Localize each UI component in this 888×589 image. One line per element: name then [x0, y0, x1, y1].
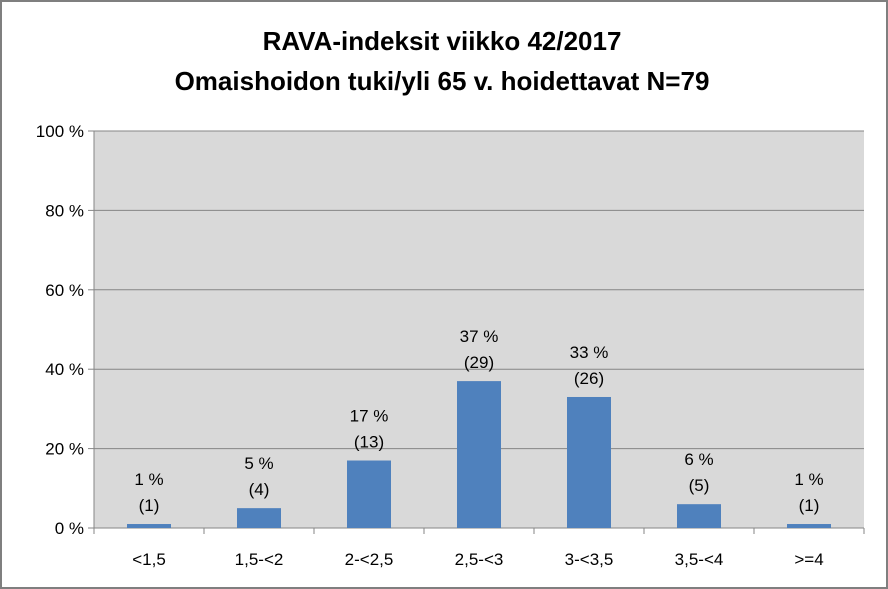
data-label-percent: 1 %	[134, 470, 163, 489]
chart-subtitle: Omaishoidon tuki/yli 65 v. hoidettavat N…	[175, 66, 710, 96]
gridlines	[94, 130, 864, 450]
x-tick-label: 1,5-<2	[235, 550, 284, 569]
data-label-count: (1)	[799, 496, 820, 515]
data-label-count: (5)	[689, 476, 710, 495]
data-label-count: (1)	[139, 496, 160, 515]
data-label-count: (4)	[249, 480, 270, 499]
x-tick-label: >=4	[794, 550, 823, 569]
y-tick-label: 20 %	[45, 440, 84, 459]
data-label-percent: 33 %	[570, 343, 609, 362]
y-tick-label: 80 %	[45, 201, 84, 220]
x-tick-label: <1,5	[132, 550, 166, 569]
bar	[457, 381, 501, 528]
x-tick-label: 3,5-<4	[675, 550, 724, 569]
data-labels: 1 % (1) 5 % (4) 17 % (13) 37 % (29) 33 % (26) 6 % (…	[134, 327, 823, 515]
x-tick-label: 2,5-<3	[455, 550, 504, 569]
data-label-percent: 37 %	[460, 327, 499, 346]
y-tick-label: 0 %	[55, 519, 84, 538]
bar	[787, 524, 831, 528]
bar	[347, 460, 391, 528]
y-tick-label: 100 %	[36, 122, 84, 141]
bar	[677, 504, 721, 528]
chart-title: RAVA-indeksit viikko 42/2017	[263, 26, 622, 56]
bar	[567, 396, 611, 528]
bar	[237, 508, 281, 528]
data-label-percent: 1 %	[794, 470, 823, 489]
data-label-percent: 6 %	[684, 450, 713, 469]
data-label-count: (26)	[574, 369, 604, 388]
y-axis-ticks: 0 % 20 % 40 % 60 % 80 % 100 %	[36, 122, 94, 538]
data-label-percent: 5 %	[244, 454, 273, 473]
y-tick-label: 40 %	[45, 360, 84, 379]
bars	[127, 381, 831, 528]
x-tick-label: 2-<2,5	[345, 550, 394, 569]
data-label-count: (13)	[354, 433, 384, 452]
x-tick-label: 3-<3,5	[565, 550, 614, 569]
data-label-percent: 17 %	[350, 407, 389, 426]
x-axis-ticks: <1,5 1,5-<2 2-<2,5 2,5-<3 3-<3,5 3,5-<4 >=4	[93, 528, 865, 569]
data-label-count: (29)	[464, 353, 494, 372]
y-tick-label: 60 %	[45, 281, 84, 300]
bar	[127, 524, 171, 528]
